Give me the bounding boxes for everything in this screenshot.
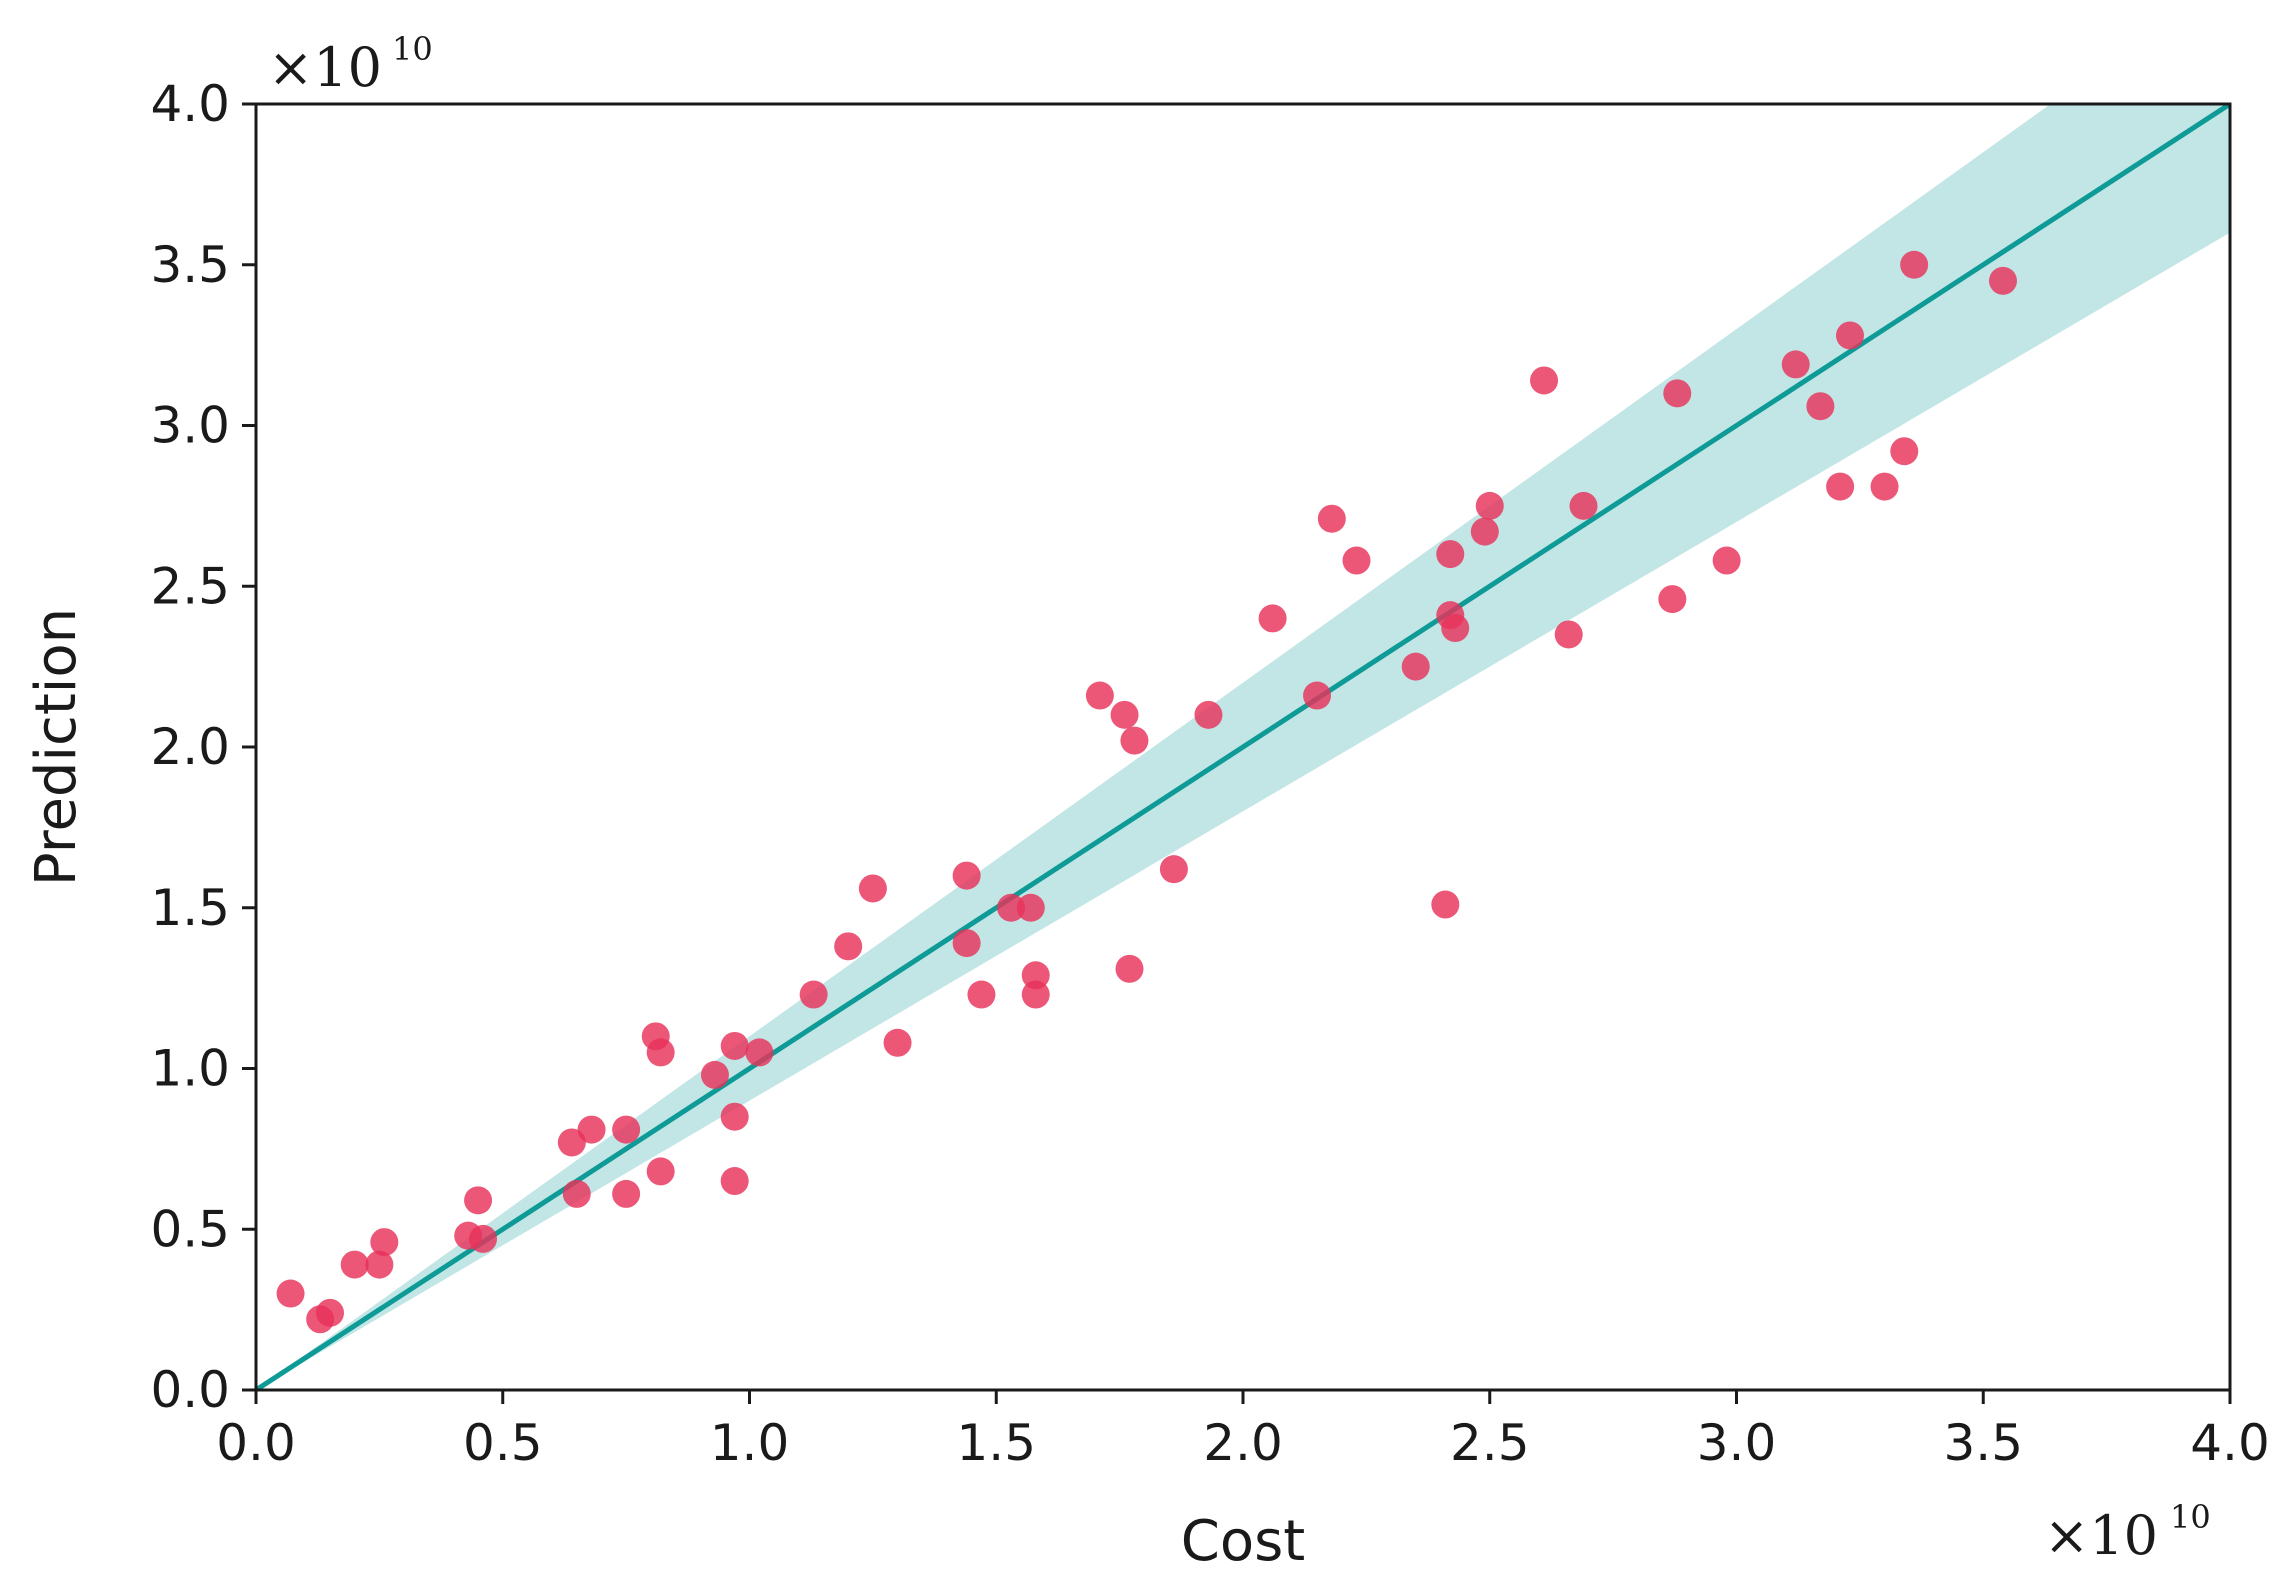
x-scale-multiplier: ×10 10 bbox=[2044, 1498, 2211, 1567]
data-point bbox=[1110, 700, 1139, 729]
x-tick-label: 1.0 bbox=[710, 1414, 790, 1472]
y-tick-label: 0.0 bbox=[150, 1361, 230, 1419]
y-scale-text: ×10 bbox=[268, 36, 382, 99]
x-tick-label: 0.5 bbox=[463, 1414, 543, 1472]
y-tick-label: 3.5 bbox=[150, 236, 230, 294]
x-tick-label: 2.5 bbox=[1450, 1414, 1530, 1472]
data-point bbox=[720, 1102, 749, 1131]
y-tick-label: 4.0 bbox=[150, 75, 230, 133]
y-tick-label: 0.5 bbox=[150, 1200, 230, 1258]
y-axis-label: Prediction bbox=[24, 608, 89, 886]
data-point bbox=[1194, 700, 1223, 729]
data-point bbox=[1569, 491, 1598, 520]
data-point bbox=[1441, 614, 1470, 643]
y-tick-label: 3.0 bbox=[150, 397, 230, 455]
x-axis-label: Cost bbox=[1181, 1509, 1306, 1574]
data-point bbox=[562, 1179, 591, 1208]
x-tick-label: 0.0 bbox=[216, 1414, 296, 1472]
data-points bbox=[276, 250, 2017, 1334]
data-point bbox=[883, 1028, 912, 1057]
data-point bbox=[1554, 620, 1583, 649]
data-point bbox=[745, 1038, 774, 1067]
data-point bbox=[720, 1031, 749, 1060]
x-tick-label: 1.5 bbox=[956, 1414, 1036, 1472]
data-point bbox=[340, 1250, 369, 1279]
data-point bbox=[577, 1115, 606, 1144]
data-point bbox=[316, 1298, 345, 1327]
data-point bbox=[1021, 980, 1050, 1009]
x-scale-text: ×10 bbox=[2044, 1504, 2158, 1567]
data-point bbox=[1870, 472, 1899, 501]
data-point bbox=[464, 1186, 493, 1215]
data-point bbox=[952, 861, 981, 890]
data-point bbox=[469, 1224, 498, 1253]
data-point bbox=[1890, 437, 1919, 466]
x-tick-label: 3.0 bbox=[1697, 1414, 1777, 1472]
data-point bbox=[1806, 392, 1835, 421]
data-point bbox=[365, 1250, 394, 1279]
x-scale-exponent: 10 bbox=[2170, 1498, 2211, 1536]
plot-area bbox=[256, 104, 2230, 1390]
x-axis-ticks: 0.0 0.5 1.0 1.5 2.0 2.5 3.0 3.5 4.0 bbox=[216, 1390, 2270, 1472]
data-point bbox=[1475, 491, 1504, 520]
y-tick-label: 1.5 bbox=[150, 879, 230, 937]
data-point bbox=[612, 1179, 641, 1208]
data-point bbox=[967, 980, 996, 1009]
data-point bbox=[646, 1038, 675, 1067]
y-tick-label: 2.5 bbox=[150, 557, 230, 615]
data-point bbox=[1120, 726, 1149, 755]
data-point bbox=[1836, 321, 1865, 350]
data-point bbox=[1303, 681, 1332, 710]
data-point bbox=[1781, 350, 1810, 379]
data-point bbox=[799, 980, 828, 1009]
data-point bbox=[612, 1115, 641, 1144]
data-point bbox=[834, 932, 863, 961]
data-point bbox=[370, 1228, 399, 1257]
y-scale-multiplier: ×10 10 bbox=[268, 30, 433, 99]
reference-line bbox=[256, 104, 2230, 1390]
data-point bbox=[1988, 266, 2017, 295]
y-tick-label: 1.0 bbox=[150, 1040, 230, 1098]
data-point bbox=[1258, 604, 1287, 633]
x-tick-label: 2.0 bbox=[1203, 1414, 1283, 1472]
y-scale-exponent: 10 bbox=[392, 30, 433, 68]
data-point bbox=[1016, 893, 1045, 922]
data-point bbox=[1530, 366, 1559, 395]
data-point bbox=[1115, 954, 1144, 983]
y-tick-label: 2.0 bbox=[150, 718, 230, 776]
data-point bbox=[1470, 517, 1499, 546]
x-tick-label: 3.5 bbox=[1943, 1414, 2023, 1472]
data-point bbox=[997, 893, 1026, 922]
data-point bbox=[720, 1167, 749, 1196]
data-point bbox=[1900, 250, 1929, 279]
data-point bbox=[1317, 504, 1346, 533]
x-tick-label: 4.0 bbox=[2190, 1414, 2270, 1472]
data-point bbox=[952, 929, 981, 958]
data-point bbox=[1431, 890, 1460, 919]
data-point bbox=[1663, 379, 1692, 408]
data-point bbox=[700, 1060, 729, 1089]
data-point bbox=[1401, 652, 1430, 681]
data-point bbox=[557, 1128, 586, 1157]
data-point bbox=[276, 1279, 305, 1308]
data-point bbox=[1342, 546, 1371, 575]
data-point bbox=[1159, 855, 1188, 884]
data-point bbox=[1826, 472, 1855, 501]
data-point bbox=[1021, 961, 1050, 990]
data-point bbox=[646, 1157, 675, 1186]
y-axis-ticks: 0.0 0.5 1.0 1.5 2.0 2.5 3.0 3.5 4.0 bbox=[150, 75, 256, 1419]
data-point bbox=[858, 874, 887, 903]
data-point bbox=[1436, 540, 1465, 569]
data-point bbox=[1085, 681, 1114, 710]
data-point bbox=[1658, 585, 1687, 614]
data-point bbox=[1712, 546, 1741, 575]
